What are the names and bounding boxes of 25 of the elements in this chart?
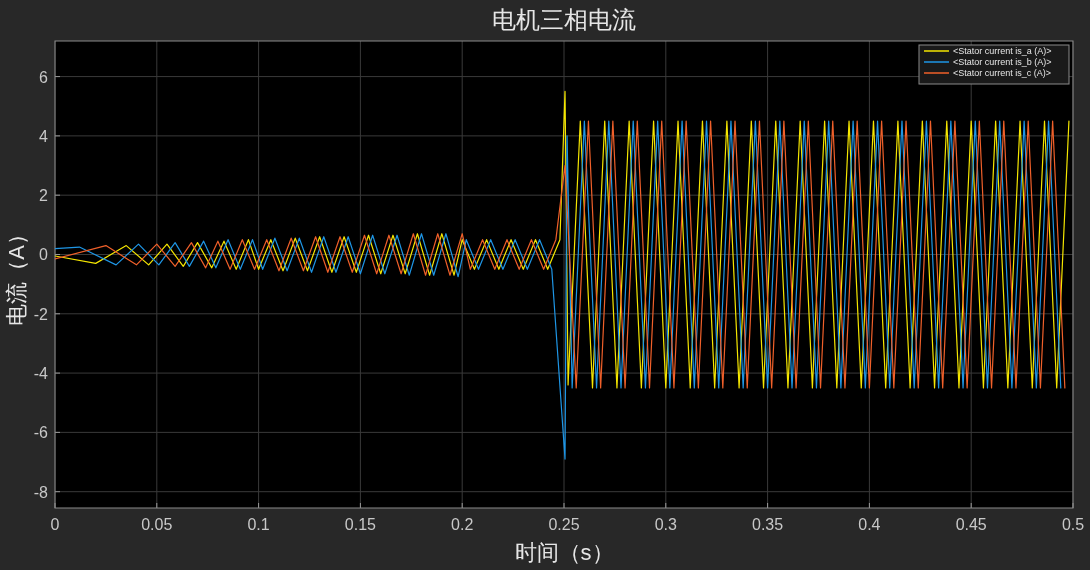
y-axis-title: 电流（A）	[4, 223, 29, 326]
y-tick-label: -2	[33, 305, 49, 323]
y-tick-label: 2	[39, 187, 49, 205]
y-tick-label: -6	[33, 424, 49, 442]
x-tick-label: 0.45	[955, 516, 987, 533]
y-tick-label: 4	[39, 127, 49, 145]
x-tick-label: 0.35	[752, 516, 784, 533]
x-tick-label: 0.4	[858, 516, 881, 533]
x-axis-title: 时间（s）	[514, 540, 614, 565]
legend-label: <Stator current is_c (A)>	[953, 68, 1052, 78]
y-tick-label: 0	[39, 246, 49, 264]
y-tick-label: -8	[33, 483, 49, 501]
chart-title: 电机三相电流	[492, 6, 636, 33]
x-tick-label: 0.25	[548, 516, 580, 533]
legend-label: <Stator current is_b (A)>	[953, 57, 1052, 67]
x-tick-label: 0.05	[141, 516, 173, 533]
legend-label: <Stator current is_a (A)>	[953, 46, 1052, 56]
x-tick-label: 0.3	[654, 516, 678, 533]
y-tick-label: -4	[33, 365, 49, 383]
x-tick-label: 0.2	[451, 516, 474, 533]
x-tick-label: 0.1	[247, 516, 270, 533]
x-tick-label: 0.15	[344, 516, 377, 533]
x-tick-label: 0.5	[1061, 516, 1085, 533]
y-tick-label: 6	[39, 68, 49, 86]
x-tick-label: 0	[50, 516, 60, 533]
